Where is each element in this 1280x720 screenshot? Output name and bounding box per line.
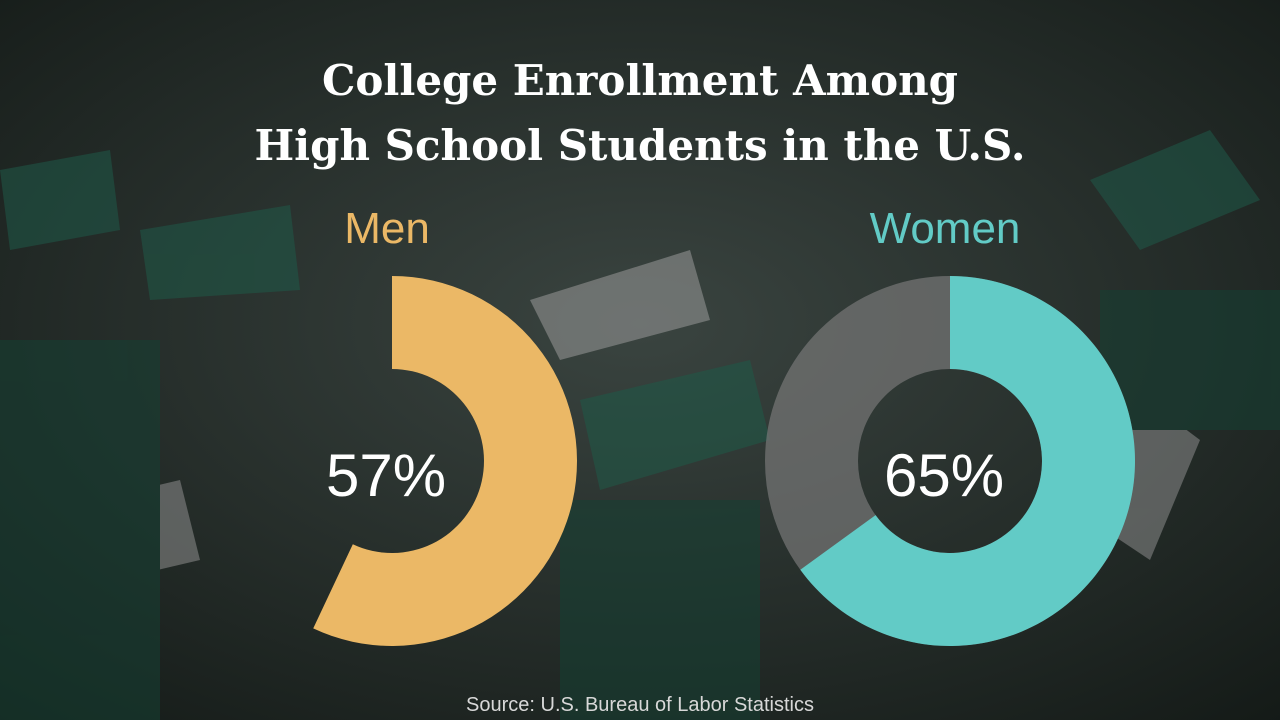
source: Source: U.S. Bureau of Labor Statistics <box>466 694 814 716</box>
title-line: College Enrollment Among <box>322 56 958 105</box>
donut-arc <box>800 276 1135 646</box>
donut-title: Men <box>344 204 430 253</box>
donut-value-label: 65% <box>884 442 1004 509</box>
donut-arc <box>313 276 577 646</box>
background-photo <box>0 130 1280 720</box>
donut-title: Women <box>870 204 1021 253</box>
title-line: High School Students in the U.S. <box>254 121 1025 170</box>
donut-value-label: 57% <box>326 442 446 509</box>
